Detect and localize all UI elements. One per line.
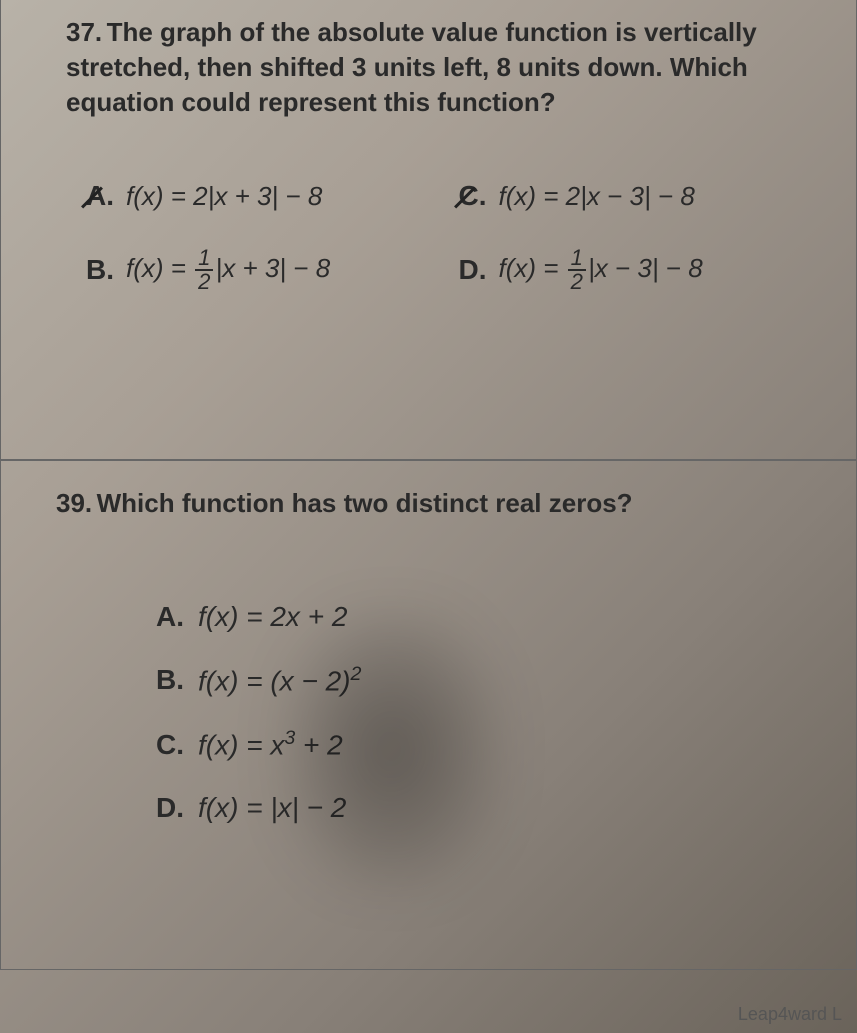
- q39-option-d: D. f(x) = |x| − 2: [156, 792, 831, 824]
- option-c-function: f(x) = 2|x − 3| − 8: [499, 181, 695, 212]
- func-prefix: f(x) =: [499, 253, 566, 283]
- q39-options: A. f(x) = 2x + 2 B. f(x) = (x − 2)2 C. f…: [26, 601, 831, 824]
- numerator: 1: [195, 247, 213, 271]
- func-suffix: |x + 3| − 8: [215, 253, 330, 283]
- option-letter-d: D.: [459, 254, 487, 286]
- q39-option-c: C. f(x) = x3 + 2: [156, 727, 831, 761]
- denominator: 2: [195, 271, 213, 293]
- q39-option-b: B. f(x) = (x − 2)2: [156, 663, 831, 697]
- q37-number: 37.: [66, 17, 102, 47]
- worksheet-page: 37. The graph of the absolute value func…: [0, 0, 857, 1033]
- option-c-function: f(x) = x3 + 2: [198, 727, 343, 761]
- option-b-function: f(x) = 12|x + 3| − 8: [126, 247, 330, 293]
- option-a-function: f(x) = 2x + 2: [198, 601, 347, 633]
- q39-option-a: A. f(x) = 2x + 2: [156, 601, 831, 633]
- q37-options: A. f(x) = 2|x + 3| − 8 C. f(x) = 2|x − 3…: [26, 180, 831, 293]
- option-letter-a: A.: [86, 180, 114, 212]
- numerator: 1: [568, 247, 586, 271]
- option-a-function: f(x) = 2|x + 3| − 8: [126, 181, 322, 212]
- question-39-block: 39. Which function has two distinct real…: [26, 476, 831, 601]
- q37-option-a: A. f(x) = 2|x + 3| − 8: [86, 180, 429, 212]
- option-letter-c: C.: [459, 180, 487, 212]
- q37-option-b: B. f(x) = 12|x + 3| − 8: [86, 247, 429, 293]
- func-suffix: |x − 3| − 8: [588, 253, 703, 283]
- option-letter-b: B.: [86, 254, 114, 286]
- func-prefix: f(x) =: [126, 253, 193, 283]
- q37-option-c: C. f(x) = 2|x − 3| − 8: [459, 180, 802, 212]
- option-d-function: f(x) = |x| − 2: [198, 792, 346, 824]
- q39-number: 39.: [56, 488, 92, 518]
- question-39-cell: 39. Which function has two distinct real…: [0, 460, 857, 970]
- option-letter-b: B.: [156, 664, 184, 696]
- option-letter-a: A.: [156, 601, 184, 633]
- option-d-function: f(x) = 12|x − 3| − 8: [499, 247, 703, 293]
- question-37-cell: 37. The graph of the absolute value func…: [0, 0, 857, 460]
- q39-text: Which function has two distinct real zer…: [97, 488, 633, 518]
- footer-text: Leap4ward L: [738, 1004, 842, 1025]
- fraction-half: 12: [568, 247, 586, 293]
- question-37-block: 37. The graph of the absolute value func…: [26, 15, 831, 120]
- option-b-function: f(x) = (x − 2)2: [198, 663, 361, 697]
- fraction-half: 12: [195, 247, 213, 293]
- q37-option-d: D. f(x) = 12|x − 3| − 8: [459, 247, 802, 293]
- denominator: 2: [568, 271, 586, 293]
- option-letter-c: C.: [156, 729, 184, 761]
- q37-text: The graph of the absolute value function…: [66, 17, 757, 117]
- option-letter-d: D.: [156, 792, 184, 824]
